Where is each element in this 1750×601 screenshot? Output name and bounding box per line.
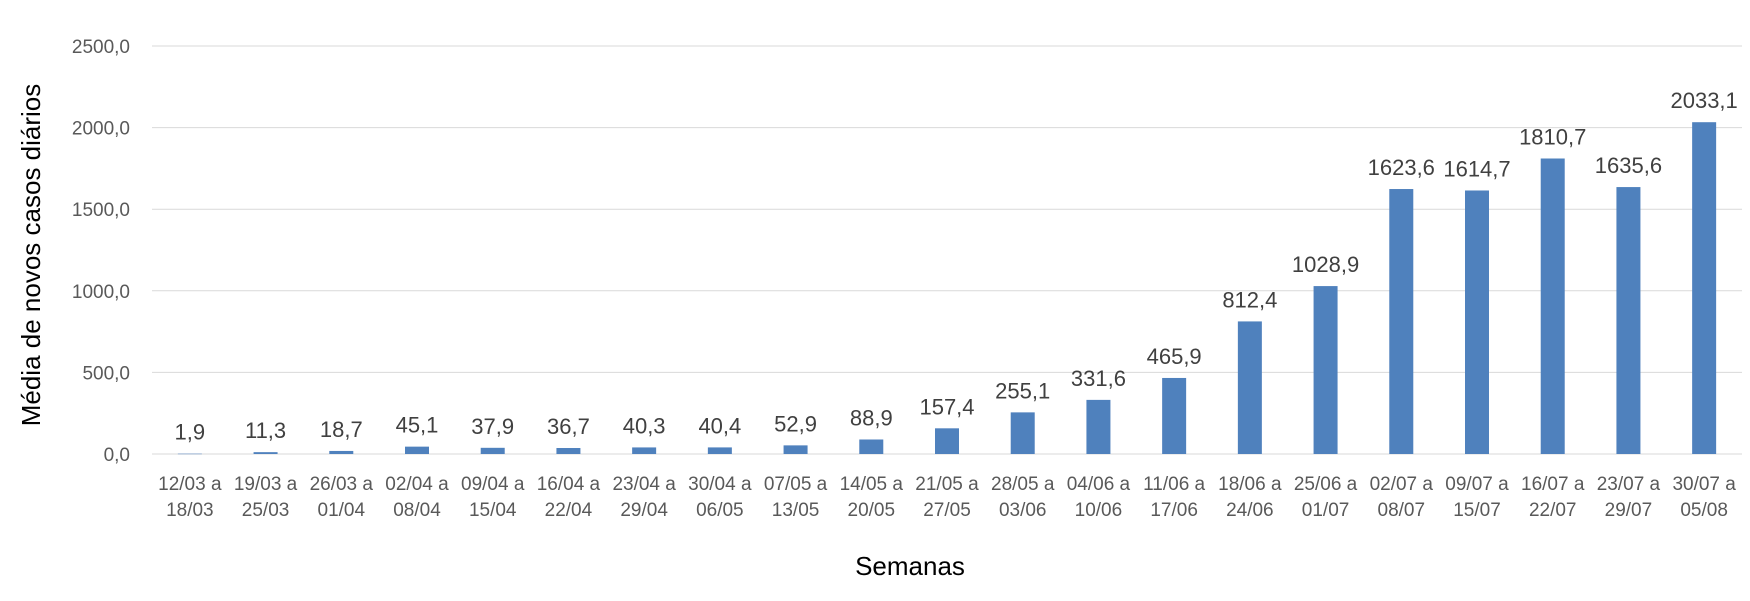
y-tick-label: 1500,0: [72, 200, 130, 221]
data-label: 1614,7: [1443, 156, 1510, 181]
x-tick-label: 11/06 a 17/06: [1143, 474, 1205, 521]
y-tick-label: 2500,0: [72, 37, 130, 58]
x-tick-label: 12/03 a 18/03: [158, 474, 222, 521]
x-tick-label: 30/07 a 05/08: [1672, 474, 1736, 521]
x-tick-label: 23/07 a 29/07: [1597, 474, 1661, 521]
data-label: 45,1: [396, 413, 439, 438]
data-labels: 1,9 11,3 18,7 45,1 37,9 36,7 40,3 40,4 52,9 88,9 1…: [175, 88, 1738, 444]
bar: [1162, 377, 1187, 454]
x-tick-label: 30/04 a 06/05: [688, 474, 752, 521]
bar: [1540, 158, 1565, 454]
data-label: 465,9: [1147, 344, 1202, 369]
x-tick-label: 25/06 a 01/07: [1294, 474, 1358, 521]
bars: [177, 122, 1717, 455]
bar: [859, 439, 884, 454]
x-tick-label: 19/03 a 25/03: [234, 474, 298, 521]
bar: [480, 447, 505, 454]
bar: [935, 428, 959, 454]
bar: [556, 448, 581, 454]
y-axis-title: Média de novos casos diários: [16, 84, 46, 427]
bar: [1465, 190, 1489, 454]
y-tick-label: 500,0: [82, 363, 130, 384]
bar: [632, 447, 657, 454]
x-tick-label: 09/04 a 15/04: [461, 474, 525, 521]
bar: [1237, 321, 1262, 454]
y-tick-label: 0,0: [104, 445, 130, 466]
data-label: 40,3: [623, 413, 666, 438]
data-label: 2033,1: [1670, 88, 1737, 113]
y-tick-label: 2000,0: [72, 119, 130, 140]
bar: [1692, 122, 1717, 454]
data-label: 255,1: [995, 378, 1050, 403]
x-tick-label: 23/04 a 29/04: [612, 474, 676, 521]
bar: [1086, 399, 1111, 454]
data-label: 40,4: [698, 413, 741, 438]
data-label: 1,9: [175, 420, 206, 445]
data-label: 1635,6: [1595, 153, 1662, 178]
bar: [1616, 187, 1641, 455]
x-tick-label: 28/05 a 03/06: [991, 474, 1055, 521]
x-tick-label: 26/03 a 01/04: [310, 474, 374, 521]
data-label: 18,7: [320, 417, 363, 442]
bar: [329, 450, 354, 454]
data-label: 812,4: [1222, 287, 1277, 312]
x-axis-title: Semanas: [855, 551, 965, 581]
x-tick-label: 14/05 a 20/05: [840, 474, 904, 521]
y-axis-ticks: 0,0 500,0 1000,0 1500,0 2000,0 2500,0: [72, 37, 130, 466]
data-label: 11,3: [245, 418, 286, 443]
x-tick-label: 09/07 a 15/07: [1445, 474, 1509, 521]
bar: [1010, 412, 1035, 454]
data-label: 88,9: [850, 405, 893, 430]
data-label: 157,4: [919, 394, 974, 419]
bar: [1313, 286, 1338, 454]
bar: [707, 447, 732, 454]
gridlines: [152, 45, 1742, 455]
x-tick-label: 04/06 a 10/06: [1067, 474, 1131, 521]
data-label: 36,7: [547, 414, 590, 439]
y-tick-label: 1000,0: [72, 282, 130, 303]
bar: [783, 445, 808, 454]
bar: [1389, 189, 1414, 454]
bar: [253, 452, 278, 454]
data-label: 1623,6: [1368, 155, 1435, 180]
x-tick-label: 16/07 a 22/07: [1521, 474, 1585, 521]
data-label: 1810,7: [1519, 124, 1586, 149]
data-label: 331,6: [1071, 366, 1126, 391]
bar: [405, 446, 429, 454]
data-label: 1028,9: [1292, 252, 1359, 277]
x-tick-label: 16/04 a 22/04: [537, 474, 601, 521]
x-tick-label: 07/05 a 13/05: [764, 474, 828, 521]
x-tick-label: 18/06 a 24/06: [1218, 474, 1282, 521]
bar: [177, 453, 202, 455]
x-tick-label: 02/07 a 08/07: [1370, 474, 1434, 521]
x-tick-label: 21/05 a 27/05: [915, 474, 979, 521]
data-label: 37,9: [471, 414, 514, 439]
data-label: 52,9: [774, 411, 817, 436]
x-tick-label: 02/04 a 08/04: [385, 474, 449, 521]
